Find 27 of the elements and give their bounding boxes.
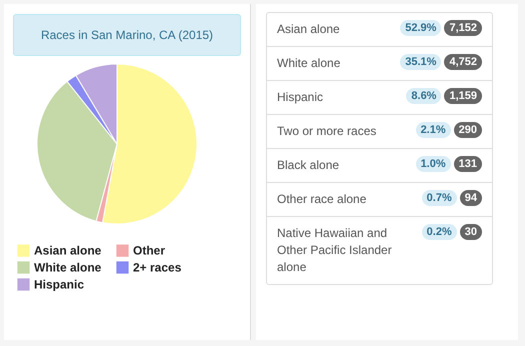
category-label: Black alone bbox=[277, 157, 340, 174]
category-label: Native Hawaiian and Other Pacific Islander alone bbox=[277, 225, 392, 276]
legend-label: White alone bbox=[34, 260, 102, 274]
legend-label: Asian alone bbox=[34, 244, 102, 258]
legend-label: Hispanic bbox=[34, 278, 84, 292]
legend-label: 2+ races bbox=[133, 260, 182, 274]
data-label: 8.6% bbox=[406, 88, 442, 104]
data-label: 0.7% bbox=[422, 190, 457, 206]
data-label: 7,152 bbox=[444, 20, 482, 36]
category-label: Asian alone bbox=[277, 21, 341, 38]
category-label: Hispanic bbox=[277, 89, 324, 106]
data-label: 52.9% bbox=[400, 20, 442, 36]
data-label: 1.0% bbox=[416, 156, 451, 172]
data-label: 2.1% bbox=[416, 122, 451, 138]
category-label: White alone bbox=[277, 55, 342, 72]
category-label: Two or more races bbox=[277, 123, 378, 140]
data-label: 94 bbox=[460, 190, 482, 206]
legend-label: Other bbox=[133, 244, 166, 258]
data-label: 1,159 bbox=[444, 88, 482, 104]
data-label: 131 bbox=[454, 156, 482, 172]
data-label: 290 bbox=[454, 122, 482, 138]
category-label: Other race alone bbox=[277, 191, 368, 208]
data-label: 4,752 bbox=[444, 54, 482, 70]
data-label: 35.1% bbox=[400, 54, 442, 70]
data-label: 0.2% bbox=[422, 224, 457, 240]
chart-title: Races in San Marino, CA (2015) bbox=[13, 14, 241, 56]
data-label: 30 bbox=[460, 224, 482, 240]
